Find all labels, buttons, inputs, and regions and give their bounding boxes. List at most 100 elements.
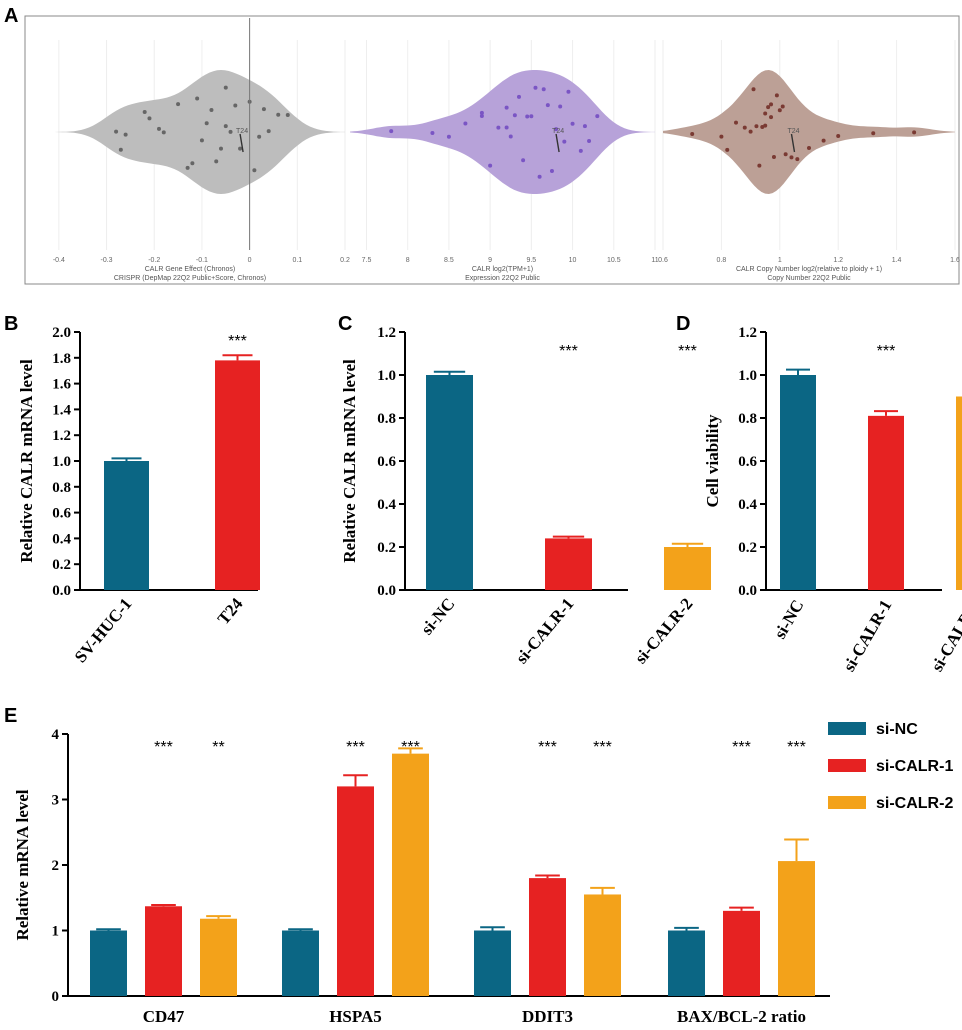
violin-point (777, 108, 782, 113)
legend-label: si-CALR-2 (876, 795, 953, 812)
category-label: si-NC (417, 594, 458, 638)
violin-point (114, 129, 119, 134)
category-label: si-NC (770, 597, 807, 642)
bar (668, 930, 705, 996)
panel-letter-b: B (4, 313, 18, 335)
violin-point (223, 85, 228, 90)
violin-point (285, 113, 290, 118)
bar (529, 878, 566, 996)
violin-point (276, 112, 281, 117)
category-label: si-CALR-1 (839, 597, 895, 675)
y-axis-label: Relative CALR mRNA level (340, 359, 359, 563)
violin-tick-label: 0.6 (658, 257, 668, 264)
violin-point (223, 124, 228, 129)
t24-label: T24 (552, 128, 564, 135)
violin-point (836, 134, 841, 139)
t24-label: T24 (787, 128, 799, 135)
violin-point (719, 134, 724, 139)
bar (282, 930, 319, 996)
violin-tick-label: 1.2 (833, 257, 843, 264)
violin-point (780, 104, 785, 109)
violin-point (783, 152, 788, 157)
category-label: DDIT3 (522, 1007, 573, 1026)
y-axis-label: Relative mRNA level (13, 789, 32, 940)
violin-point (769, 115, 774, 120)
violin-point (142, 110, 147, 115)
violin-point (541, 87, 546, 92)
panel-a-violins: -0.4 -0.3 -0.2 -0.1 0 0.1 0.2 T24 CALR Gene Effe… (35, 18, 960, 282)
violin-point (549, 168, 554, 173)
violin-point (763, 111, 768, 116)
violin-point (446, 134, 451, 139)
t24-label: T24 (236, 128, 248, 135)
panel-letter-a: A (4, 5, 18, 27)
violin-point (430, 130, 435, 135)
y-tick-label: 0.4 (738, 497, 757, 513)
violin-tick-label: -0.2 (148, 257, 160, 264)
panel-letter-c: C (338, 313, 352, 335)
significance-label: *** (401, 739, 420, 756)
violin-point (545, 103, 550, 108)
category-label: SV-HUC-1 (71, 594, 136, 666)
violin-shape (350, 70, 655, 194)
violin-point (690, 131, 695, 136)
category-label: si-CALR-1 (512, 594, 578, 667)
y-tick-label: 0.2 (377, 540, 396, 556)
significance-label: ** (212, 739, 224, 756)
violin-axis-title: CALR Gene Effect (Chronos) (145, 266, 236, 273)
panel-letter-e: E (4, 705, 17, 727)
violin-tick-label: 11 (651, 257, 658, 264)
violin-point (763, 123, 768, 128)
violin-point (795, 157, 800, 162)
violin-point (578, 148, 583, 153)
bar (215, 360, 260, 590)
t24-marker (555, 133, 560, 153)
category-label: si-CALR-2 (927, 597, 962, 675)
violin-point (512, 113, 517, 118)
violin-point (479, 110, 484, 115)
y-tick-label: 0.0 (52, 583, 71, 599)
violin-point (199, 138, 204, 143)
y-tick-label: 0.6 (738, 454, 757, 470)
violin-point (562, 139, 567, 144)
y-tick-label: 1.2 (738, 325, 757, 341)
bar (780, 375, 816, 590)
violin-tick-label: 10 (569, 257, 577, 264)
violin-point (504, 125, 509, 130)
y-tick-label: 1.2 (377, 325, 396, 341)
category-label: si-CALR-2 (631, 594, 697, 667)
y-tick-label: 0.4 (52, 531, 71, 547)
violin-point (479, 114, 484, 119)
category-label: T24 (214, 594, 247, 628)
violin-tick-label: -0.1 (196, 257, 208, 264)
violin-point (529, 114, 534, 119)
violin-point (504, 105, 509, 110)
violin-point (821, 138, 826, 143)
y-tick-label: 1.0 (52, 454, 71, 470)
y-tick-label: 3 (52, 793, 60, 809)
violin-point (774, 93, 779, 98)
violin-point (147, 116, 152, 121)
significance-label: *** (593, 739, 612, 756)
violin-axis-subtitle: Copy Number 22Q2 Public (767, 275, 851, 282)
violin-tick-label: 0.1 (292, 257, 302, 264)
chart-b: 0.0 0.2 0.4 0.6 0.8 1.0 1.2 1.4 1.6 1.8 2.0 Relativ… (17, 325, 260, 666)
violin-tick-label: 9.5 (526, 257, 536, 264)
bar (200, 918, 237, 996)
violin-point (582, 124, 587, 129)
violin-point (176, 102, 181, 107)
violin-axis-subtitle: Expression 22Q2 Public (465, 275, 540, 282)
violin-tick-label: 10.5 (607, 257, 621, 264)
y-tick-label: 0.8 (52, 480, 71, 496)
y-tick-label: 4 (52, 727, 60, 743)
violin-point (496, 125, 501, 130)
violin-point (228, 129, 233, 134)
violin-point (566, 89, 571, 94)
violin-point (488, 163, 493, 168)
legend-swatch (828, 722, 866, 735)
significance-label: *** (678, 343, 697, 360)
y-tick-label: 1.8 (52, 351, 71, 367)
violin-point (570, 121, 575, 126)
